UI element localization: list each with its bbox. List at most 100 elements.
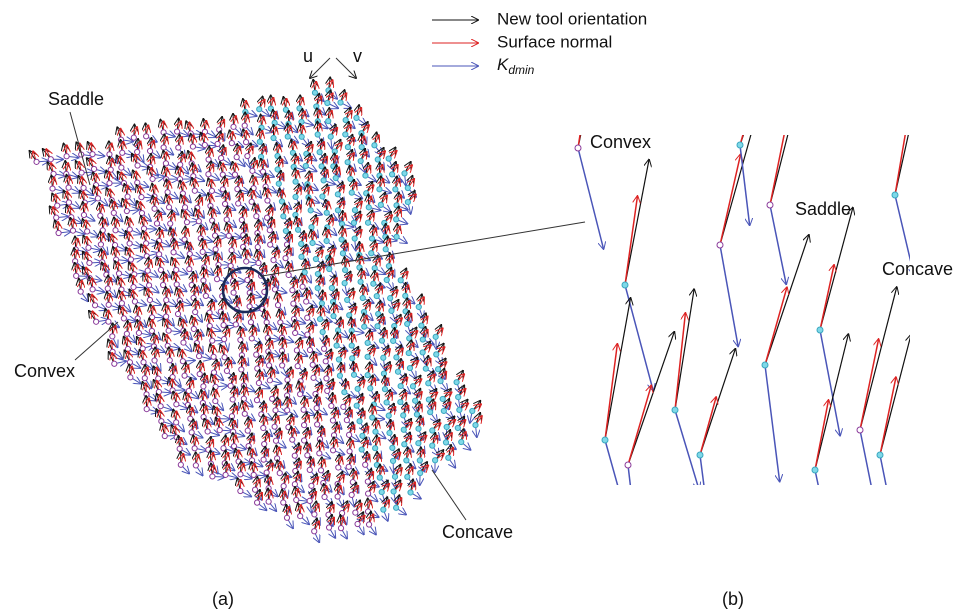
point-marker [335, 494, 340, 499]
point-marker [132, 299, 137, 304]
vector [770, 98, 797, 205]
point-marker [219, 155, 224, 160]
point-marker [359, 144, 364, 149]
point-marker [276, 181, 281, 186]
point-marker [375, 324, 380, 329]
point-marker [354, 403, 359, 408]
point-marker [311, 375, 316, 380]
point-marker [386, 413, 391, 418]
point-marker [255, 245, 260, 250]
point-marker [324, 238, 329, 243]
point-marker [394, 505, 399, 510]
vector [740, 0, 792, 145]
point-marker [125, 346, 130, 351]
point-marker [369, 251, 374, 256]
axis-label: v [353, 46, 362, 66]
point-marker [239, 367, 244, 372]
point-marker [365, 354, 370, 359]
point-marker [317, 316, 322, 321]
point-marker [336, 357, 341, 362]
point-marker [270, 396, 275, 401]
point-marker [229, 414, 234, 419]
vector [765, 365, 780, 481]
point-marker [320, 329, 325, 334]
vector [765, 235, 809, 365]
point-marker [141, 226, 146, 231]
point-marker [319, 164, 324, 169]
point-marker [299, 119, 304, 124]
point-marker [342, 281, 347, 286]
point-marker [360, 295, 365, 300]
point-marker [202, 265, 207, 270]
point-marker [94, 319, 99, 324]
point-marker [147, 148, 152, 153]
point-marker [81, 212, 86, 217]
point-marker [210, 474, 215, 479]
point-marker [221, 323, 226, 328]
point-marker [268, 242, 273, 247]
point-marker [324, 210, 329, 215]
point-marker [163, 161, 168, 166]
point-marker [81, 185, 86, 190]
point-marker [266, 486, 271, 491]
vector [860, 287, 897, 430]
point-marker [877, 452, 883, 458]
point-marker [438, 378, 443, 383]
vector [880, 377, 896, 455]
point-marker [54, 215, 59, 220]
vector [605, 440, 633, 541]
point-marker [365, 220, 370, 225]
point-marker [139, 195, 144, 200]
point-marker [285, 134, 290, 139]
point-marker [251, 186, 256, 191]
point-marker [74, 273, 79, 278]
point-marker [180, 359, 185, 364]
point-marker [242, 123, 247, 128]
point-marker [174, 402, 179, 407]
legend-label: Surface normal [497, 32, 612, 51]
vector [815, 470, 833, 555]
point-marker [90, 287, 95, 292]
leader-line [432, 470, 466, 520]
point-marker [812, 467, 818, 473]
point-marker [390, 458, 395, 463]
point-marker [302, 270, 307, 275]
point-marker [273, 438, 278, 443]
point-marker [301, 422, 306, 427]
vector [765, 287, 787, 365]
point-marker [34, 159, 39, 164]
region-label: Convex [14, 361, 75, 381]
point-marker [281, 484, 286, 489]
point-marker [285, 408, 290, 413]
point-marker [373, 446, 378, 451]
point-marker [402, 171, 407, 176]
point-marker [410, 384, 415, 389]
point-marker [147, 297, 152, 302]
point-marker [355, 386, 360, 391]
point-marker [315, 286, 320, 291]
point-marker [256, 380, 261, 385]
point-marker [319, 301, 324, 306]
point-marker [762, 362, 768, 368]
point-marker [416, 426, 421, 431]
point-marker [299, 134, 304, 139]
point-marker [193, 463, 198, 468]
point-marker [177, 446, 182, 451]
point-marker [91, 166, 96, 171]
point-marker [363, 173, 368, 178]
point-marker [111, 210, 116, 215]
point-marker [286, 425, 291, 430]
point-marker [377, 475, 382, 480]
point-marker [414, 412, 419, 417]
point-marker [124, 208, 129, 213]
point-marker [154, 221, 159, 226]
point-marker [374, 462, 379, 467]
vector [720, 93, 763, 245]
point-marker [265, 198, 270, 203]
vector [675, 313, 685, 410]
point-marker [459, 439, 464, 444]
point-marker [388, 296, 393, 301]
point-marker [247, 304, 252, 309]
point-marker [106, 319, 111, 324]
point-marker [182, 237, 187, 242]
